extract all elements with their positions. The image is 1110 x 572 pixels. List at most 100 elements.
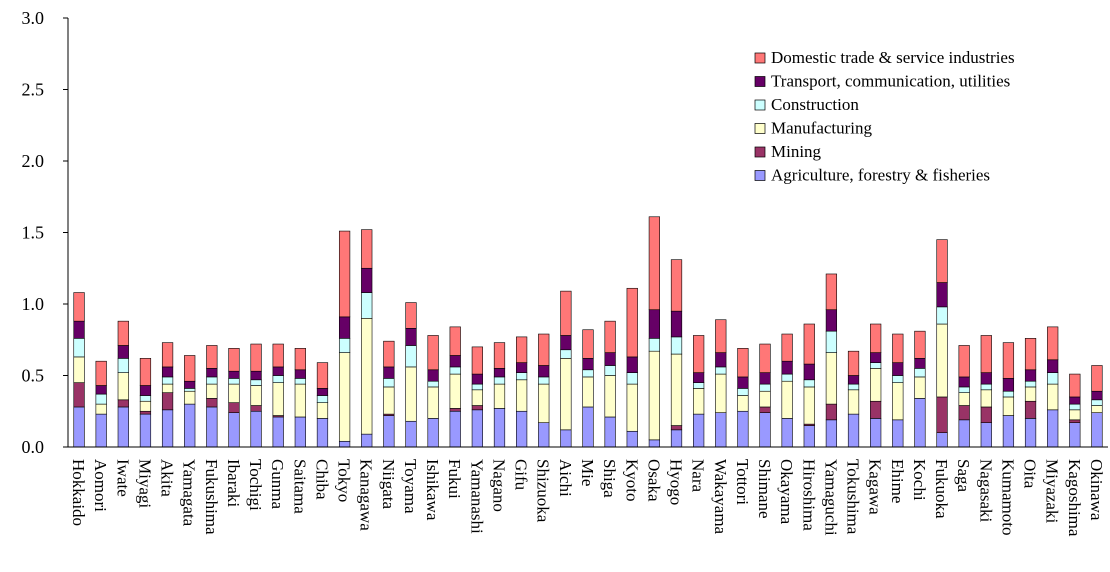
bar-osaka-domestic-trade-service-industries bbox=[648, 216, 660, 311]
bar-saitama-construction bbox=[294, 378, 306, 385]
bar-hokkaido-manufacturing bbox=[73, 356, 85, 383]
bar-nara-domestic-trade-service-industries bbox=[693, 335, 705, 373]
bar-hyogo-manufacturing bbox=[670, 353, 683, 426]
bar-okinawa-construction bbox=[1091, 399, 1103, 406]
bar-yamagata-transport-communication-utilities bbox=[184, 380, 196, 389]
bar-gunma-domestic-trade-service-industries bbox=[272, 343, 284, 368]
x-tick-label: Nagano bbox=[489, 459, 508, 512]
x-tick-label: Kochi bbox=[910, 459, 929, 501]
bar-shizuoka-transport-communication-utilities bbox=[538, 365, 550, 378]
bar-mie-manufacturing bbox=[582, 376, 594, 408]
x-tick-label: Mie bbox=[578, 459, 597, 486]
bar-kyoto-transport-communication-utilities bbox=[626, 356, 638, 373]
bar-ehime-manufacturing bbox=[892, 382, 904, 421]
legend-label-transport-communication-utilities: Transport, communication, utilities bbox=[771, 72, 1010, 91]
bar-miyagi-construction bbox=[139, 395, 152, 402]
x-tick-label: Yamanashi bbox=[467, 459, 486, 534]
bar-oita-domestic-trade-service-industries bbox=[1024, 338, 1037, 371]
y-tick-label: 0.5 bbox=[22, 366, 45, 386]
bar-gunma-transport-communication-utilities bbox=[272, 366, 284, 376]
bar-yamanashi-transport-communication-utilities bbox=[471, 373, 483, 385]
bar-shiga-agriculture-forestry-fisheries bbox=[604, 416, 616, 448]
bar-aomori-domestic-trade-service-industries bbox=[95, 360, 107, 386]
bar-kumamoto-construction bbox=[1002, 390, 1015, 398]
bar-aichi-transport-communication-utilities bbox=[560, 335, 572, 351]
bar-nagasaki-transport-communication-utilities bbox=[980, 372, 992, 385]
x-tick-label: Chiba bbox=[312, 459, 331, 500]
bar-tokushima-agriculture-forestry-fisheries bbox=[847, 413, 860, 448]
bar-yamanashi-mining bbox=[471, 405, 483, 411]
x-tick-label: Tokyo bbox=[335, 459, 354, 502]
bar-nagasaki-manufacturing bbox=[980, 389, 992, 408]
bar-yamaguchi-agriculture-forestry-fisheries bbox=[825, 419, 838, 448]
bar-ehime-transport-communication-utilities bbox=[892, 362, 904, 376]
bar-chiba-agriculture-forestry-fisheries bbox=[316, 418, 329, 448]
bar-shiga-domestic-trade-service-industries bbox=[604, 320, 616, 353]
x-tick-labels: Hokkaido Aomori Iwate Miyagi Akita Yamagata Fu… bbox=[69, 459, 1106, 537]
bar-hokkaido-domestic-trade-service-industries bbox=[73, 292, 85, 322]
bar-iwate-domestic-trade-service-industries bbox=[117, 320, 129, 346]
bar-nara-construction bbox=[693, 382, 705, 389]
x-tick-label: Kanagawa bbox=[357, 459, 376, 531]
bar-ibaraki-transport-communication-utilities bbox=[228, 370, 240, 379]
bar-fukui-transport-communication-utilities bbox=[449, 355, 461, 368]
x-tick-label: Shimane bbox=[755, 459, 774, 519]
x-tick-label: Gifu bbox=[512, 459, 531, 491]
bar-shiga-manufacturing bbox=[604, 375, 616, 418]
bar-hokkaido-transport-communication-utilities bbox=[73, 320, 85, 339]
bar-wakayama-construction bbox=[715, 366, 727, 375]
x-tick-label: Aomori bbox=[91, 459, 110, 512]
bar-shizuoka-construction bbox=[538, 376, 550, 385]
bar-hokkaido-mining bbox=[73, 382, 85, 408]
bar-kanagawa-transport-communication-utilities bbox=[361, 267, 373, 293]
bar-nagasaki-domestic-trade-service-industries bbox=[980, 335, 992, 373]
bar-tottori-transport-communication-utilities bbox=[737, 376, 749, 389]
bar-tochigi-transport-communication-utilities bbox=[250, 370, 262, 381]
y-tick-label: 1.5 bbox=[22, 223, 45, 243]
bar-shizuoka-domestic-trade-service-industries bbox=[538, 333, 550, 366]
bar-kagawa-manufacturing bbox=[870, 368, 882, 402]
bar-miyagi-agriculture-forestry-fisheries bbox=[139, 413, 152, 448]
bar-ibaraki-domestic-trade-service-industries bbox=[228, 348, 240, 372]
bar-okayama-transport-communication-utilities bbox=[781, 360, 793, 375]
legend-label-domestic-trade-service-industries: Domestic trade & service industries bbox=[771, 48, 1015, 67]
bar-gifu-construction bbox=[516, 372, 528, 381]
bar-saga-mining bbox=[958, 405, 970, 421]
bar-fukushima-manufacturing bbox=[206, 383, 218, 399]
x-tick-label: Nagasaki bbox=[976, 459, 995, 523]
x-tick-label: Miyazaki bbox=[1043, 459, 1062, 523]
x-tick-label: Nara bbox=[689, 459, 708, 492]
bar-kagawa-mining bbox=[870, 400, 882, 419]
bar-fukuoka-transport-communication-utilities bbox=[936, 282, 948, 308]
bar-mie-transport-communication-utilities bbox=[582, 358, 594, 371]
bar-fukui-mining bbox=[449, 408, 461, 412]
bar-kagoshima-manufacturing bbox=[1069, 409, 1081, 421]
bar-ibaraki-mining bbox=[228, 402, 240, 413]
bar-tokushima-construction bbox=[847, 383, 860, 391]
x-tick-label: Ibaraki bbox=[224, 459, 243, 507]
legend-label-manufacturing: Manufacturing bbox=[771, 119, 873, 138]
bar-akita-manufacturing bbox=[161, 383, 174, 393]
x-tick-label: Kumamoto bbox=[998, 459, 1017, 536]
bar-chiba-domestic-trade-service-industries bbox=[316, 362, 329, 389]
bar-fukushima-transport-communication-utilities bbox=[206, 368, 218, 378]
bar-iwate-mining bbox=[117, 399, 129, 408]
bar-saitama-manufacturing bbox=[294, 383, 306, 418]
bar-akita-construction bbox=[161, 376, 174, 385]
bar-miyazaki-transport-communication-utilities bbox=[1047, 359, 1059, 373]
legend-swatch-mining bbox=[754, 146, 766, 158]
bar-yamaguchi-mining bbox=[825, 403, 838, 421]
bar-gifu-agriculture-forestry-fisheries bbox=[516, 410, 528, 448]
bar-miyagi-mining bbox=[139, 410, 152, 415]
bar-kochi-transport-communication-utilities bbox=[914, 358, 926, 369]
bar-tokyo-domestic-trade-service-industries bbox=[338, 230, 351, 318]
bar-fukushima-domestic-trade-service-industries bbox=[206, 345, 218, 369]
bar-kyoto-agriculture-forestry-fisheries bbox=[626, 430, 638, 448]
x-tick-label: Fukui bbox=[445, 459, 464, 499]
bar-akita-agriculture-forestry-fisheries bbox=[161, 409, 174, 448]
bar-iwate-construction bbox=[117, 358, 129, 373]
x-tick-label: Fukushima bbox=[202, 459, 221, 535]
bar-osaka-construction bbox=[648, 338, 660, 352]
bar-nara-transport-communication-utilities bbox=[693, 372, 705, 383]
bar-wakayama-manufacturing bbox=[715, 373, 727, 413]
